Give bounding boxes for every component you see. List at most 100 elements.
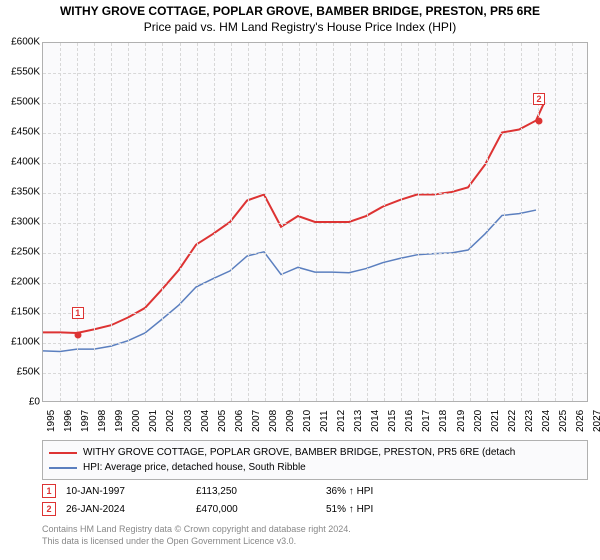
- chart-lines: [43, 43, 587, 401]
- y-tick-label: £150K: [0, 307, 40, 318]
- y-tick-label: £550K: [0, 67, 40, 78]
- x-tick-label: 2003: [183, 410, 194, 432]
- grid-line-v: [350, 43, 351, 401]
- grid-line-v: [282, 43, 283, 401]
- legend-label: WITHY GROVE COTTAGE, POPLAR GROVE, BAMBE…: [83, 445, 515, 460]
- x-tick-label: 2015: [387, 410, 398, 432]
- grid-line-h: [43, 103, 587, 104]
- marker-box: 1: [72, 307, 84, 319]
- grid-line-h: [43, 313, 587, 314]
- x-tick-label: 2006: [234, 410, 245, 432]
- grid-line-v: [435, 43, 436, 401]
- y-tick-label: £300K: [0, 217, 40, 228]
- x-tick-label: 2026: [575, 410, 586, 432]
- x-tick-label: 2004: [200, 410, 211, 432]
- x-tick-label: 2016: [404, 410, 415, 432]
- y-tick-label: £400K: [0, 157, 40, 168]
- chart-container: WITHY GROVE COTTAGE, POPLAR GROVE, BAMBE…: [0, 0, 600, 560]
- y-tick-label: £450K: [0, 127, 40, 138]
- legend-swatch: [49, 467, 77, 469]
- x-tick-label: 2010: [302, 410, 313, 432]
- grid-line-v: [401, 43, 402, 401]
- x-tick-label: 2024: [541, 410, 552, 432]
- grid-line-h: [43, 133, 587, 134]
- grid-line-v: [180, 43, 181, 401]
- title-block: WITHY GROVE COTTAGE, POPLAR GROVE, BAMBE…: [0, 0, 600, 35]
- data-point-hpi: 36% ↑ HPI: [326, 486, 446, 497]
- x-tick-label: 2013: [353, 410, 364, 432]
- title-sub: Price paid vs. HM Land Registry's House …: [0, 20, 600, 36]
- grid-line-v: [77, 43, 78, 401]
- grid-line-v: [418, 43, 419, 401]
- legend-item: WITHY GROVE COTTAGE, POPLAR GROVE, BAMBE…: [49, 445, 581, 460]
- y-tick-label: £0: [0, 397, 40, 408]
- x-tick-label: 2025: [558, 410, 569, 432]
- grid-line-h: [43, 283, 587, 284]
- footnote-line: Contains HM Land Registry data © Crown c…: [42, 524, 588, 536]
- grid-line-h: [43, 73, 587, 74]
- grid-line-h: [43, 373, 587, 374]
- legend-item: HPI: Average price, detached house, Sout…: [49, 460, 581, 475]
- x-tick-label: 2012: [336, 410, 347, 432]
- grid-line-v: [316, 43, 317, 401]
- plot-area: 12: [42, 42, 588, 402]
- marker-box: 2: [533, 93, 545, 105]
- grid-line-v: [367, 43, 368, 401]
- grid-line-v: [128, 43, 129, 401]
- data-point-price: £113,250: [196, 486, 316, 497]
- grid-line-v: [60, 43, 61, 401]
- x-tick-label: 1996: [63, 410, 74, 432]
- grid-line-h: [43, 253, 587, 254]
- x-tick-label: 2020: [473, 410, 484, 432]
- x-tick-label: 2021: [490, 410, 501, 432]
- data-point-price: £470,000: [196, 504, 316, 515]
- x-tick-label: 2007: [251, 410, 262, 432]
- grid-line-v: [453, 43, 454, 401]
- marker-dot: [74, 332, 81, 339]
- grid-line-v: [145, 43, 146, 401]
- x-tick-label: 1998: [97, 410, 108, 432]
- grid-line-v: [214, 43, 215, 401]
- grid-line-h: [43, 193, 587, 194]
- y-tick-label: £200K: [0, 277, 40, 288]
- legend: WITHY GROVE COTTAGE, POPLAR GROVE, BAMBE…: [42, 440, 588, 480]
- grid-line-v: [384, 43, 385, 401]
- x-tick-label: 1999: [114, 410, 125, 432]
- legend-swatch: [49, 452, 77, 454]
- data-point-date: 10-JAN-1997: [66, 486, 186, 497]
- grid-line-v: [265, 43, 266, 401]
- data-point-date: 26-JAN-2024: [66, 504, 186, 515]
- x-tick-label: 2002: [165, 410, 176, 432]
- grid-line-v: [231, 43, 232, 401]
- x-tick-label: 2023: [524, 410, 535, 432]
- series-line: [43, 210, 536, 351]
- data-point-table: 1 10-JAN-1997 £113,250 36% ↑ HPI 2 26-JA…: [42, 482, 588, 518]
- grid-line-v: [555, 43, 556, 401]
- grid-line-h: [43, 223, 587, 224]
- footnote-line: This data is licensed under the Open Gov…: [42, 536, 588, 548]
- grid-line-v: [111, 43, 112, 401]
- y-tick-label: £350K: [0, 187, 40, 198]
- x-tick-label: 2001: [148, 410, 159, 432]
- y-tick-label: £250K: [0, 247, 40, 258]
- data-point-row: 1 10-JAN-1997 £113,250 36% ↑ HPI: [42, 482, 588, 500]
- x-tick-label: 2017: [421, 410, 432, 432]
- x-tick-label: 2022: [507, 410, 518, 432]
- y-tick-label: £50K: [0, 367, 40, 378]
- x-tick-label: 1997: [80, 410, 91, 432]
- grid-line-h: [43, 343, 587, 344]
- data-point-marker: 1: [42, 484, 56, 498]
- marker-dot: [536, 118, 543, 125]
- grid-line-v: [299, 43, 300, 401]
- footnote: Contains HM Land Registry data © Crown c…: [42, 524, 588, 547]
- legend-label: HPI: Average price, detached house, Sout…: [83, 460, 306, 475]
- grid-line-v: [521, 43, 522, 401]
- grid-line-v: [470, 43, 471, 401]
- x-tick-label: 2027: [592, 410, 600, 432]
- y-tick-label: £600K: [0, 37, 40, 48]
- x-tick-label: 2008: [268, 410, 279, 432]
- grid-line-v: [487, 43, 488, 401]
- x-tick-label: 2019: [456, 410, 467, 432]
- data-point-hpi: 51% ↑ HPI: [326, 504, 446, 515]
- y-tick-label: £500K: [0, 97, 40, 108]
